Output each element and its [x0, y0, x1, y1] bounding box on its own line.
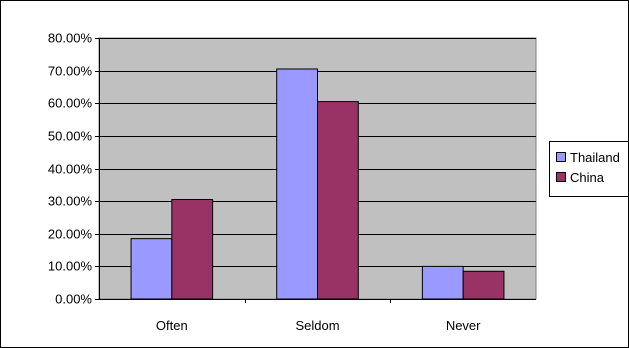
y-tick-label: 40.00% — [48, 162, 93, 177]
bar-thailand-never — [421, 265, 464, 300]
x-tick-label: Seldom — [295, 318, 339, 333]
legend-item-thailand: Thailand — [556, 148, 620, 166]
bar-china-seldom — [317, 101, 359, 300]
y-tick-label: 60.00% — [48, 96, 93, 111]
bar-china-often — [171, 198, 214, 300]
legend-swatch-thailand — [556, 152, 566, 162]
x-tick-label: Never — [446, 318, 481, 333]
bar-thailand-seldom — [276, 68, 319, 300]
legend: Thailand China — [549, 141, 628, 197]
legend-label-china: China — [570, 169, 604, 185]
y-tick-label: 20.00% — [48, 227, 93, 242]
bar-china-never — [462, 270, 505, 300]
y-tick-label: 80.00% — [48, 31, 93, 46]
y-tick-label: 70.00% — [48, 64, 93, 79]
legend-label-thailand: Thailand — [570, 149, 620, 165]
bar-thailand-often — [130, 238, 173, 300]
y-tick-label: 50.00% — [48, 129, 93, 144]
y-tick-label: 30.00% — [48, 194, 93, 209]
y-tick-label: 10.00% — [48, 259, 93, 274]
x-tick-label: Often — [156, 318, 188, 333]
legend-item-china: China — [556, 168, 604, 186]
y-tick-label: 0.00% — [55, 292, 92, 307]
legend-swatch-china — [556, 172, 566, 182]
